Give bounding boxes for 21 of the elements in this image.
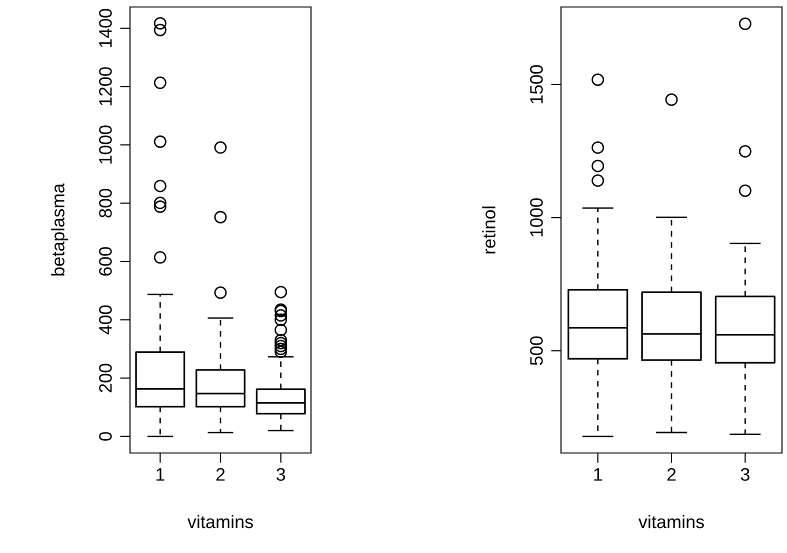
- x-axis-title: vitamins: [638, 514, 704, 528]
- y-tick-label: 600: [99, 247, 112, 276]
- x-tick-label: 2: [667, 468, 676, 481]
- y-tick-label: 1500: [530, 65, 543, 104]
- y-tick-label: 800: [99, 188, 112, 218]
- x-tick-label: 3: [276, 468, 286, 481]
- y-tick-label: 500: [530, 336, 543, 366]
- y-tick-label: 1000: [99, 126, 112, 164]
- y-tick-label: 1200: [99, 67, 112, 106]
- y-tick-label: 0: [99, 432, 112, 441]
- y-tick-label: 1000: [530, 198, 543, 236]
- x-axis-title: vitamins: [187, 514, 253, 528]
- x-tick-label: 2: [216, 468, 225, 481]
- x-tick-label: 1: [156, 468, 164, 481]
- y-axis-title: betaplasma: [51, 183, 68, 276]
- x-tick-label: 3: [740, 468, 750, 481]
- x-tick-label: 1: [594, 468, 602, 481]
- y-axis-title: retinol: [482, 206, 496, 254]
- y-tick-label: 200: [99, 364, 112, 392]
- y-tick-label: 1400: [99, 8, 112, 47]
- y-tick-label: 400: [99, 305, 112, 334]
